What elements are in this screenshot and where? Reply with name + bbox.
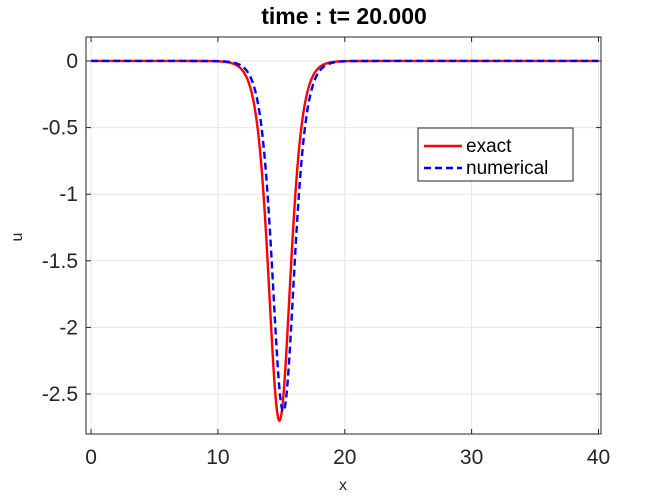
legend-label-exact: exact <box>466 136 512 157</box>
y-tick-label: -1 <box>59 183 78 206</box>
x-tick-label: 10 <box>206 446 229 469</box>
y-axis-label: u <box>9 233 26 242</box>
x-tick-label: 40 <box>587 446 610 469</box>
y-tick-label: -1.5 <box>42 250 78 273</box>
plot-box <box>85 36 602 435</box>
y-tick-label: -2 <box>59 316 78 339</box>
y-tick-label: -2.5 <box>42 383 78 406</box>
x-tick-label: 0 <box>85 446 97 469</box>
series-lines <box>91 59 599 423</box>
chart-title: time : t= 20.000 <box>261 3 427 29</box>
plot-area <box>86 37 601 434</box>
legend-box <box>417 127 574 182</box>
axis-ticks: 0 10 20 30 40 0 -0.5 -1 -1.5 -2 -2.5 <box>42 37 610 469</box>
x-axis-label: x <box>339 477 347 494</box>
legend-label-numerical: numerical <box>466 158 548 179</box>
legend: exact numerical <box>417 127 574 182</box>
y-tick-label: 0 <box>66 50 78 73</box>
series-line-numerical <box>91 59 599 414</box>
y-tick-label: -0.5 <box>42 117 78 140</box>
x-tick-label: 20 <box>333 446 356 469</box>
grid <box>86 37 601 434</box>
x-tick-label: 30 <box>460 446 483 469</box>
